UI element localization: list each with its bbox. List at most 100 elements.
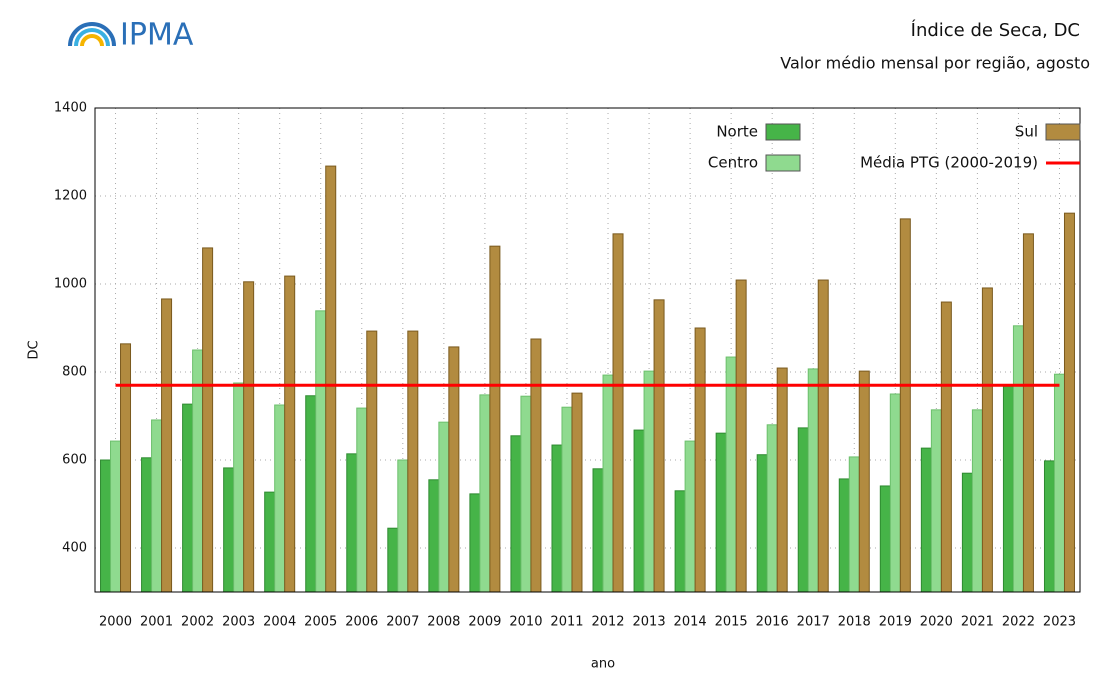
bar [448, 346, 460, 593]
x-tick-label: 2023 [1043, 615, 1076, 630]
bar [397, 459, 409, 593]
bar [1002, 385, 1014, 593]
x-tick-label: 2008 [427, 615, 460, 630]
bar [284, 275, 296, 593]
y-tick-label: 800 [62, 365, 87, 380]
bar [479, 394, 491, 593]
plot-frame [94, 107, 1081, 593]
legend-swatch [765, 154, 801, 172]
bar [1012, 325, 1024, 593]
bar [366, 330, 378, 593]
legend-label: Média PTG (2000-2019) [860, 154, 1038, 172]
bar [264, 491, 276, 593]
bar [633, 429, 645, 593]
bar [940, 301, 952, 593]
bar [428, 479, 440, 593]
x-tick-label: 2011 [550, 615, 583, 630]
bar [315, 310, 327, 593]
legend-label: Sul [1015, 123, 1038, 141]
bar [120, 343, 132, 593]
bar [387, 527, 399, 593]
x-tick-label: 2015 [715, 615, 748, 630]
bar [530, 338, 542, 593]
bar [305, 395, 317, 593]
bar [776, 367, 788, 593]
bar [233, 382, 245, 593]
logo: IPMA [68, 18, 194, 53]
x-tick-label: 2006 [345, 615, 378, 630]
bar [223, 467, 235, 593]
bar [346, 453, 358, 593]
bar [161, 298, 173, 593]
bar [141, 457, 153, 593]
bar [551, 444, 563, 593]
bar [848, 456, 860, 593]
bar [407, 330, 419, 593]
x-tick-label: 2005 [304, 615, 337, 630]
x-tick-label: 2019 [879, 615, 912, 630]
chart-subtitle: Valor médio mensal por região, agosto [780, 54, 1090, 73]
bar [643, 370, 655, 593]
x-tick-label: 2010 [509, 615, 542, 630]
x-tick-label: 2004 [263, 615, 296, 630]
y-tick-label: 1400 [54, 101, 87, 116]
x-tick-label: 2016 [756, 615, 789, 630]
bar [110, 440, 122, 593]
logo-text: IPMA [120, 18, 194, 53]
legend-swatch [1045, 123, 1081, 141]
bar [182, 403, 194, 593]
bar [715, 432, 727, 593]
bar [243, 281, 255, 593]
bar [858, 370, 870, 593]
bar [510, 435, 522, 593]
bar [561, 406, 573, 593]
bar [571, 392, 583, 593]
bar [274, 404, 286, 593]
bar [202, 247, 214, 593]
x-tick-label: 2013 [633, 615, 666, 630]
bar [930, 409, 942, 593]
bar [971, 409, 983, 593]
legend-label: Norte [716, 123, 758, 141]
bar [438, 421, 450, 593]
y-tick-label: 1200 [54, 189, 87, 204]
bar [356, 407, 368, 593]
bar [612, 233, 624, 593]
bar [817, 279, 829, 593]
x-tick-label: 2009 [468, 615, 501, 630]
bar [325, 165, 337, 593]
bar [735, 279, 747, 593]
bar [489, 245, 501, 593]
x-axis-label: ano [591, 657, 615, 672]
bar [1053, 373, 1065, 593]
y-tick-label: 600 [62, 453, 87, 468]
bar [100, 459, 112, 593]
bar [807, 368, 819, 593]
x-tick-label: 2020 [920, 615, 953, 630]
bar [653, 299, 665, 593]
y-axis-label: DC [27, 340, 42, 359]
bar [1022, 233, 1034, 593]
x-tick-label: 2000 [99, 615, 132, 630]
bar [766, 424, 778, 593]
bar [1063, 212, 1075, 593]
x-tick-label: 2014 [674, 615, 707, 630]
x-tick-label: 2001 [140, 615, 173, 630]
x-tick-label: 2022 [1002, 615, 1035, 630]
bar [838, 478, 850, 593]
bar [797, 427, 809, 593]
x-tick-label: 2017 [797, 615, 830, 630]
bar [756, 454, 768, 593]
bar [674, 490, 686, 593]
x-tick-label: 2002 [181, 615, 214, 630]
bar [899, 218, 911, 593]
bar [1043, 460, 1055, 593]
legend-swatch [765, 123, 801, 141]
chart-title: Índice de Seca, DC [911, 19, 1080, 41]
bar [469, 493, 481, 593]
bar [725, 356, 737, 593]
bar [684, 440, 696, 593]
bar [920, 447, 932, 593]
y-tick-label: 400 [62, 541, 87, 556]
